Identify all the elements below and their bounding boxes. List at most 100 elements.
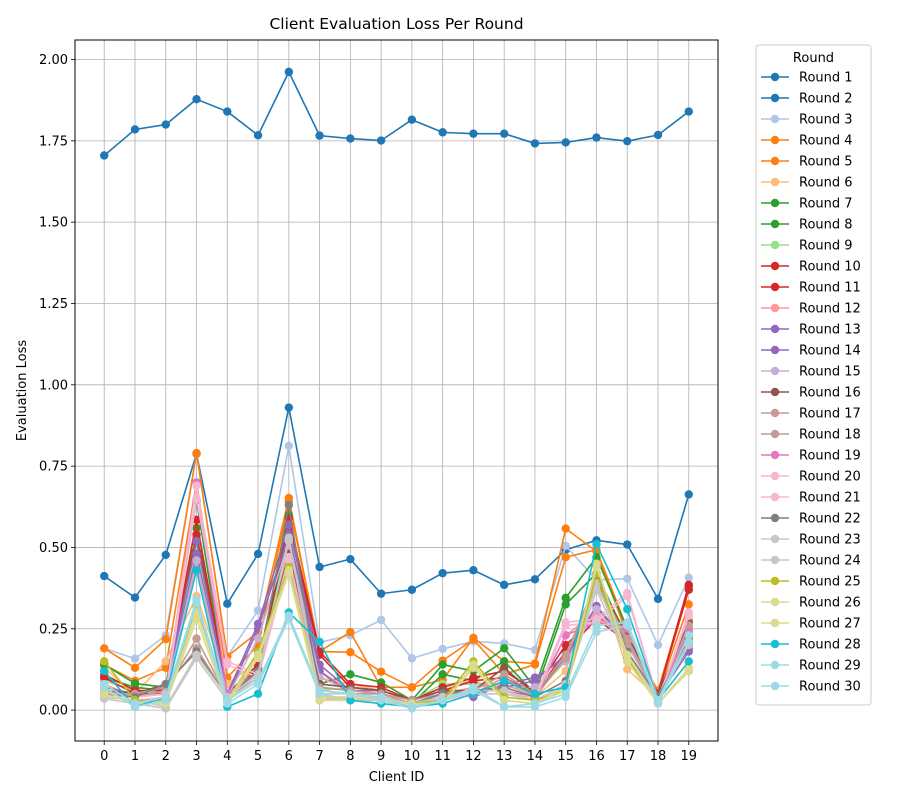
data-point [100, 644, 109, 653]
data-point [623, 540, 632, 549]
data-point [346, 627, 355, 637]
legend-label: Round 1 [799, 71, 853, 86]
data-point [653, 130, 663, 140]
legend-item: Round 30 [761, 680, 861, 695]
legend-item: Round 14 [761, 344, 861, 359]
data-point [407, 115, 417, 124]
data-point [161, 696, 170, 705]
data-point [623, 665, 632, 674]
legend-item: Round 1 [761, 71, 853, 86]
y-axis-label: Evaluation Loss [15, 340, 30, 441]
data-point [530, 683, 540, 692]
data-point [499, 702, 509, 712]
data-point [161, 657, 170, 666]
data-point [438, 568, 447, 578]
legend-item: Round 5 [761, 155, 853, 170]
data-point [284, 556, 294, 565]
x-tick-label: 16 [588, 749, 605, 764]
data-point [346, 647, 355, 657]
legend-marker [770, 576, 780, 586]
data-point [346, 689, 355, 699]
legend-marker [770, 639, 780, 649]
data-point [561, 631, 570, 640]
legend-label: Round 10 [799, 260, 861, 275]
data-point [223, 699, 232, 708]
data-point [592, 627, 601, 637]
data-point [684, 611, 693, 620]
data-point [561, 541, 570, 551]
legend-marker [770, 618, 780, 628]
data-point [499, 129, 509, 138]
data-point [561, 640, 570, 650]
data-point [161, 634, 170, 644]
data-point [100, 666, 109, 676]
legend-label: Round 14 [799, 344, 861, 359]
legend-marker [770, 135, 780, 145]
chart-title: Client Evaluation Loss Per Round [269, 15, 523, 33]
legend-label: Round 21 [799, 491, 861, 506]
data-point [561, 593, 570, 603]
data-point [684, 631, 693, 640]
legend-marker [770, 177, 780, 187]
legend-marker [770, 261, 780, 271]
legend-label: Round 2 [799, 92, 853, 107]
series-line [103, 598, 690, 708]
legend-label: Round 17 [799, 407, 861, 422]
x-tick-label: 0 [100, 749, 108, 764]
legend-label: Round 25 [799, 575, 861, 590]
data-point [469, 676, 478, 686]
legend-label: Round 30 [799, 680, 861, 695]
legend-item: Round 7 [761, 197, 853, 212]
data-point [161, 550, 170, 560]
data-point [561, 692, 570, 702]
y-tick-label: 1.50 [39, 216, 68, 231]
legend-box [755, 44, 872, 706]
data-point [315, 562, 324, 572]
legend-item: Round 10 [761, 260, 861, 275]
legend-marker [770, 450, 780, 460]
legend-item: Round 12 [761, 302, 861, 317]
data-point [407, 704, 417, 713]
data-point [253, 131, 263, 140]
legend-label: Round 27 [799, 617, 861, 632]
series-round-2 [100, 403, 693, 608]
legend-item: Round 20 [761, 470, 861, 485]
legend-label: Round 26 [799, 596, 861, 611]
legend-item: Round 16 [761, 386, 861, 401]
series-lines [100, 67, 693, 713]
data-point [192, 95, 201, 104]
legend-item: Round 6 [761, 176, 853, 191]
data-point [284, 569, 294, 578]
data-point [684, 585, 693, 594]
legend-item: Round 27 [761, 617, 861, 632]
legend-label: Round 4 [799, 134, 853, 149]
data-point [530, 702, 540, 712]
legend-marker [770, 408, 780, 418]
data-point [100, 151, 109, 160]
data-point [499, 676, 509, 686]
data-point [530, 575, 540, 584]
data-point [561, 524, 570, 533]
legend-item: Round 13 [761, 323, 861, 338]
x-tick-label: 14 [527, 749, 544, 764]
data-point [315, 131, 324, 140]
data-point [192, 614, 201, 624]
legend-label: Round 18 [799, 428, 861, 443]
legend-items: Round 1 Round 2 Round 3 Round 4 Round 5 Round… [761, 71, 861, 695]
data-point [315, 696, 324, 705]
y-axis-ticks: 0.00 0.25 0.50 0.75 1.00 1.25 1.50 1.75 2.00 [39, 53, 75, 719]
x-tick-label: 19 [680, 749, 697, 764]
legend-marker [770, 429, 780, 439]
data-point [284, 67, 294, 77]
data-point [346, 696, 355, 705]
legend-item: Round 23 [761, 533, 861, 548]
data-point [253, 634, 263, 643]
data-point [253, 689, 263, 699]
x-tick-label: 2 [162, 749, 170, 764]
legend-marker [770, 240, 780, 250]
legend-marker [770, 660, 780, 670]
data-point [592, 539, 601, 549]
data-point [376, 696, 386, 705]
data-point [561, 600, 570, 609]
